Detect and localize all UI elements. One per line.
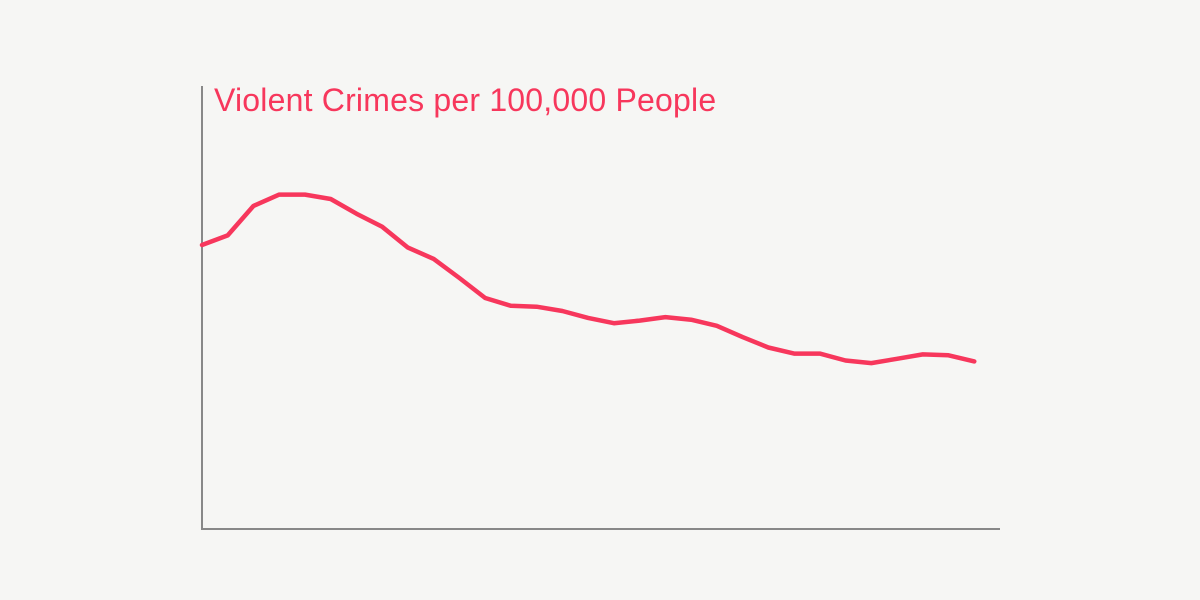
series-layer: [199, 192, 977, 366]
chart-title: Violent Crimes per 100,000 People: [214, 82, 717, 118]
series-line-0: [199, 192, 977, 366]
